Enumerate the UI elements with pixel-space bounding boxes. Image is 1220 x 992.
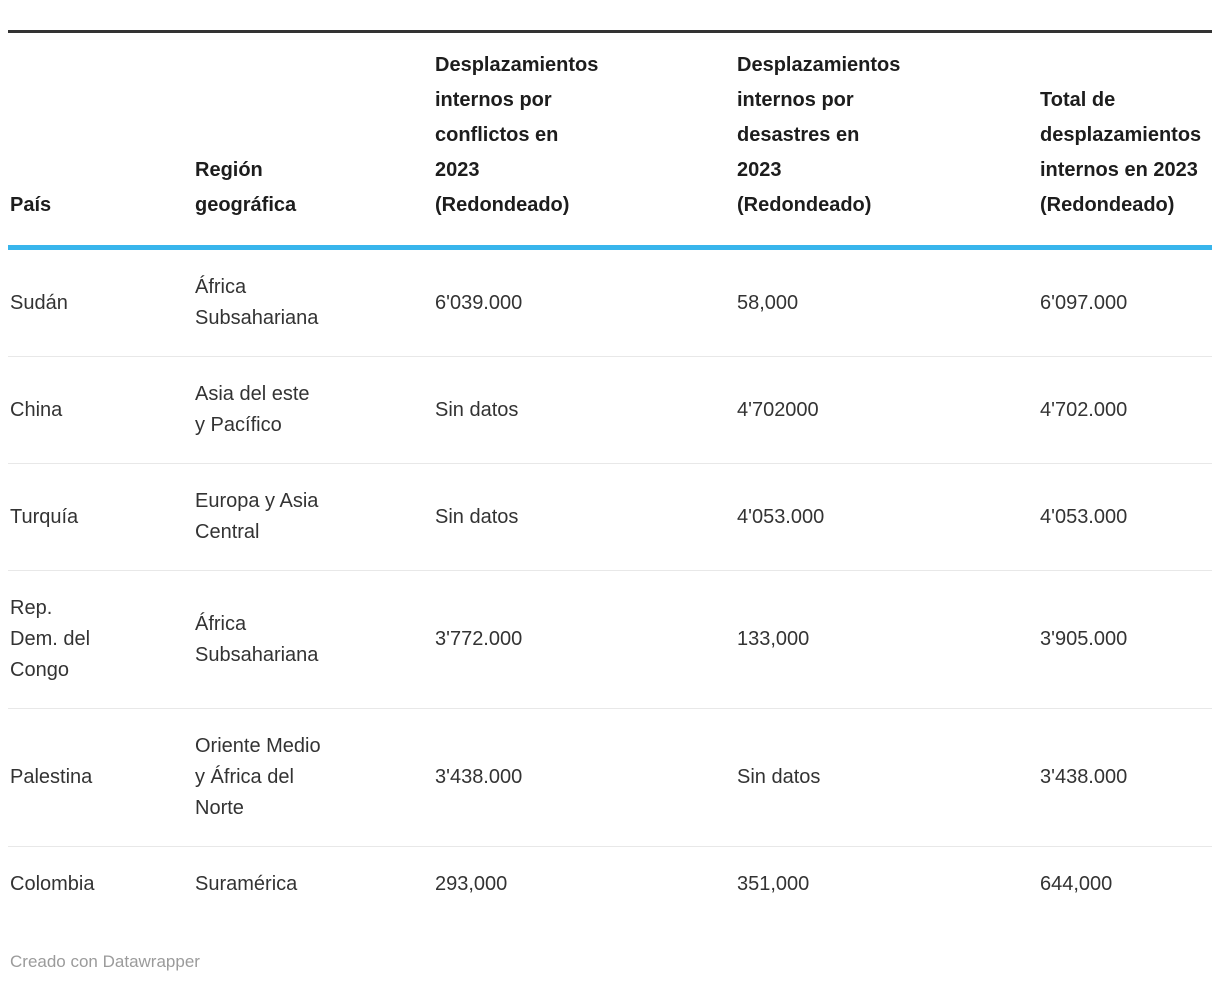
table-row-palestina: Palestina Oriente Medio y África del Nor…	[8, 708, 1212, 847]
cell-region: Oriente Medio y África del Norte	[193, 708, 433, 847]
cell-country: Colombia	[8, 846, 193, 922]
cell-total-displacements: 6'097.000	[1040, 291, 1128, 314]
cell-disaster-displacements: 351,000	[735, 846, 1038, 922]
cell-total-displacements: 644,000	[1038, 846, 1212, 922]
displacement-table: País Región geográfica Desplazamientos i…	[8, 30, 1212, 922]
cell-country: Turquía	[8, 463, 193, 571]
cell-disaster-displacements: 4'053.000	[735, 463, 1038, 571]
table-row-china: China Asia del este y Pacífico Sin datos…	[8, 356, 1212, 464]
cell-disaster-displacements: 4'702000	[735, 356, 1038, 464]
header-row: País Región geográfica Desplazamientos i…	[8, 31, 1212, 250]
table-row-sudan: Sudán África Subsahariana 6'039.000 58,0…	[8, 248, 1212, 357]
attribution: Creado con Datawrapper	[10, 950, 1220, 974]
cell-country: China	[8, 356, 193, 464]
table-viewport: País Región geográfica Desplazamientos i…	[0, 30, 1212, 922]
cell-disaster-displacements: 133,000	[735, 570, 1038, 709]
table-row-rep-dem-congo: Rep. Dem. del Congo África Subsahariana …	[8, 570, 1212, 709]
cell-region: África Subsahariana	[193, 570, 433, 709]
cell-total-displacements: 3'905.000	[1038, 570, 1212, 709]
cell-region: Asia del este y Pacífico	[193, 356, 433, 464]
cell-disaster-displacements: Sin datos	[735, 708, 1038, 847]
cell-conflict-displacements: 3'772.000	[433, 570, 735, 709]
column-header-total-displacements: Total de desplazamientos internos en 202…	[1038, 31, 1212, 250]
datawrapper-attribution-link[interactable]: Creado con Datawrapper	[10, 952, 200, 971]
cell-country: Palestina	[8, 708, 193, 847]
cell-total-displacements: 4'053.000	[1038, 463, 1212, 571]
column-header-disaster-displacements: Desplazamientos internos por desastres e…	[735, 31, 1038, 250]
cell-disaster-displacements: 58,000	[737, 291, 799, 314]
table-row-turquia: Turquía Europa y Asia Central Sin datos …	[8, 463, 1212, 571]
cell-region: Suramérica	[193, 846, 433, 922]
cell-conflict-displacements: 293,000	[433, 846, 735, 922]
column-header-country: País	[8, 31, 193, 250]
cell-conflict-displacements: 3'438.000	[433, 708, 735, 847]
cell-conflict-displacements: 6'039.000	[435, 291, 523, 314]
column-header-conflict-displacements: Desplazamientos internos por conflictos …	[433, 31, 735, 250]
cell-conflict-displacements: Sin datos	[433, 463, 735, 571]
column-header-region: Región geográfica	[193, 31, 433, 250]
cell-total-displacements: 3'438.000	[1038, 708, 1212, 847]
cell-region: Europa y Asia Central	[193, 463, 433, 571]
table-row-colombia: Colombia Suramérica 293,000 351,000 644,…	[8, 846, 1212, 922]
cell-conflict-displacements: Sin datos	[433, 356, 735, 464]
cell-country: Sudán	[10, 291, 68, 314]
cell-total-displacements: 4'702.000	[1038, 356, 1212, 464]
cell-region: África Subsahariana	[195, 276, 319, 329]
cell-country: Rep. Dem. del Congo	[8, 570, 193, 709]
